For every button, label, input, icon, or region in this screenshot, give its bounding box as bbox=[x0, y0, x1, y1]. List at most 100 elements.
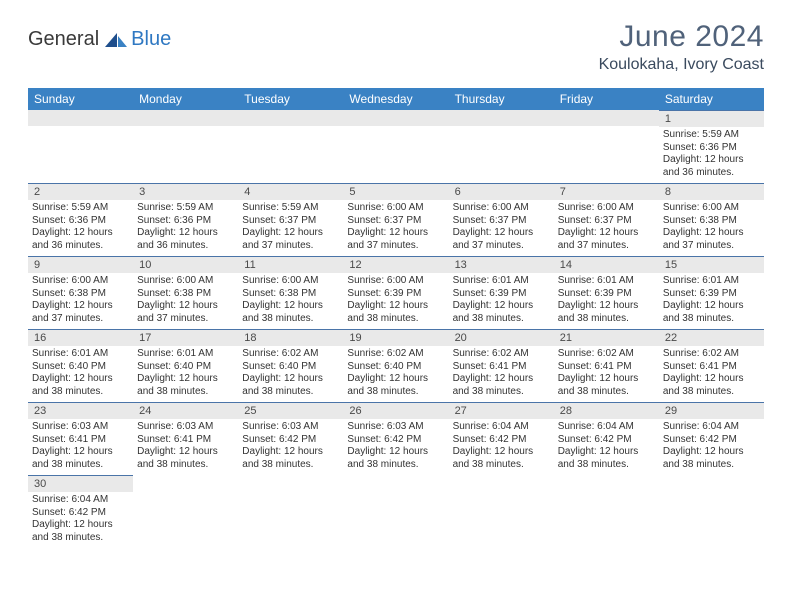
day-details: Sunrise: 6:02 AMSunset: 6:41 PMDaylight:… bbox=[554, 346, 659, 402]
day-number: 11 bbox=[238, 256, 343, 273]
day-details: Sunrise: 6:02 AMSunset: 6:40 PMDaylight:… bbox=[238, 346, 343, 402]
day-details: Sunrise: 6:01 AMSunset: 6:40 PMDaylight:… bbox=[28, 346, 133, 402]
day-details: Sunrise: 6:01 AMSunset: 6:39 PMDaylight:… bbox=[449, 273, 554, 329]
day-details: Sunrise: 6:00 AMSunset: 6:37 PMDaylight:… bbox=[449, 200, 554, 256]
logo-text-a: General bbox=[28, 28, 99, 51]
calendar-day-cell: 30Sunrise: 6:04 AMSunset: 6:42 PMDayligh… bbox=[28, 475, 133, 548]
calendar-week-row: 23Sunrise: 6:03 AMSunset: 6:41 PMDayligh… bbox=[28, 402, 764, 475]
calendar-day-cell: 12Sunrise: 6:00 AMSunset: 6:39 PMDayligh… bbox=[343, 256, 448, 329]
day-number: 12 bbox=[343, 256, 448, 273]
calendar-day-cell: 21Sunrise: 6:02 AMSunset: 6:41 PMDayligh… bbox=[554, 329, 659, 402]
calendar-day-cell bbox=[554, 475, 659, 548]
calendar-day-cell: 19Sunrise: 6:02 AMSunset: 6:40 PMDayligh… bbox=[343, 329, 448, 402]
calendar-day-cell: 18Sunrise: 6:02 AMSunset: 6:40 PMDayligh… bbox=[238, 329, 343, 402]
day-number: 4 bbox=[238, 183, 343, 200]
calendar-day-cell: 11Sunrise: 6:00 AMSunset: 6:38 PMDayligh… bbox=[238, 256, 343, 329]
calendar-day-cell: 8Sunrise: 6:00 AMSunset: 6:38 PMDaylight… bbox=[659, 183, 764, 256]
calendar-day-cell bbox=[554, 110, 659, 183]
calendar-day-cell bbox=[133, 475, 238, 548]
calendar-day-cell: 13Sunrise: 6:01 AMSunset: 6:39 PMDayligh… bbox=[449, 256, 554, 329]
calendar-week-row: 30Sunrise: 6:04 AMSunset: 6:42 PMDayligh… bbox=[28, 475, 764, 548]
day-details: Sunrise: 6:00 AMSunset: 6:38 PMDaylight:… bbox=[238, 273, 343, 329]
calendar-day-cell bbox=[343, 475, 448, 548]
day-details: Sunrise: 6:03 AMSunset: 6:42 PMDaylight:… bbox=[238, 419, 343, 475]
day-details: Sunrise: 6:01 AMSunset: 6:39 PMDaylight:… bbox=[659, 273, 764, 329]
day-number: 1 bbox=[659, 110, 764, 127]
day-number: 28 bbox=[554, 402, 659, 419]
calendar-day-cell bbox=[133, 110, 238, 183]
day-details: Sunrise: 6:02 AMSunset: 6:41 PMDaylight:… bbox=[449, 346, 554, 402]
day-details: Sunrise: 6:02 AMSunset: 6:41 PMDaylight:… bbox=[659, 346, 764, 402]
calendar-day-cell: 3Sunrise: 5:59 AMSunset: 6:36 PMDaylight… bbox=[133, 183, 238, 256]
calendar-week-row: 9Sunrise: 6:00 AMSunset: 6:38 PMDaylight… bbox=[28, 256, 764, 329]
calendar-day-cell: 16Sunrise: 6:01 AMSunset: 6:40 PMDayligh… bbox=[28, 329, 133, 402]
day-details: Sunrise: 6:04 AMSunset: 6:42 PMDaylight:… bbox=[659, 419, 764, 475]
day-number: 2 bbox=[28, 183, 133, 200]
day-details: Sunrise: 6:04 AMSunset: 6:42 PMDaylight:… bbox=[449, 419, 554, 475]
calendar-day-cell: 25Sunrise: 6:03 AMSunset: 6:42 PMDayligh… bbox=[238, 402, 343, 475]
day-number: 27 bbox=[449, 402, 554, 419]
weekday-header-row: Sunday Monday Tuesday Wednesday Thursday… bbox=[28, 88, 764, 110]
calendar-day-cell: 22Sunrise: 6:02 AMSunset: 6:41 PMDayligh… bbox=[659, 329, 764, 402]
day-number: 18 bbox=[238, 329, 343, 346]
calendar-day-cell: 23Sunrise: 6:03 AMSunset: 6:41 PMDayligh… bbox=[28, 402, 133, 475]
weekday-header: Monday bbox=[133, 88, 238, 110]
calendar-week-row: 16Sunrise: 6:01 AMSunset: 6:40 PMDayligh… bbox=[28, 329, 764, 402]
weekday-header: Saturday bbox=[659, 88, 764, 110]
day-number: 8 bbox=[659, 183, 764, 200]
day-number: 30 bbox=[28, 475, 133, 492]
day-number: 3 bbox=[133, 183, 238, 200]
day-number: 24 bbox=[133, 402, 238, 419]
calendar-day-cell: 1Sunrise: 5:59 AMSunset: 6:36 PMDaylight… bbox=[659, 110, 764, 183]
calendar-day-cell: 20Sunrise: 6:02 AMSunset: 6:41 PMDayligh… bbox=[449, 329, 554, 402]
location-subtitle: Koulokaha, Ivory Coast bbox=[599, 56, 764, 74]
calendar-body: 1 Sunrise: 5:59 AMSunset: 6:36 PMDaylight… bbox=[28, 110, 764, 548]
calendar-day-cell: 2Sunrise: 5:59 AMSunset: 6:36 PMDaylight… bbox=[28, 183, 133, 256]
calendar-day-cell bbox=[449, 475, 554, 548]
weekday-header: Sunday bbox=[28, 88, 133, 110]
calendar-day-cell bbox=[238, 110, 343, 183]
day-details: Sunrise: 6:01 AMSunset: 6:39 PMDaylight:… bbox=[554, 273, 659, 329]
calendar-table: Sunday Monday Tuesday Wednesday Thursday… bbox=[28, 88, 764, 548]
day-number: 17 bbox=[133, 329, 238, 346]
logo: General Blue bbox=[28, 28, 171, 51]
day-details: Sunrise: 5:59 AMSunset: 6:37 PMDaylight:… bbox=[238, 200, 343, 256]
logo-sail-icon bbox=[103, 31, 129, 49]
calendar-day-cell bbox=[343, 110, 448, 183]
page-title: June 2024 bbox=[599, 20, 764, 54]
weekday-header: Friday bbox=[554, 88, 659, 110]
day-details: Sunrise: 5:59 AMSunset: 6:36 PMDaylight:… bbox=[133, 200, 238, 256]
day-number: 23 bbox=[28, 402, 133, 419]
day-number: 14 bbox=[554, 256, 659, 273]
logo-text-b: Blue bbox=[131, 28, 171, 51]
day-details: Sunrise: 6:00 AMSunset: 6:38 PMDaylight:… bbox=[659, 200, 764, 256]
weekday-header: Wednesday bbox=[343, 88, 448, 110]
day-number: 15 bbox=[659, 256, 764, 273]
weekday-header: Tuesday bbox=[238, 88, 343, 110]
day-details: Sunrise: 6:03 AMSunset: 6:41 PMDaylight:… bbox=[133, 419, 238, 475]
calendar-day-cell: 9Sunrise: 6:00 AMSunset: 6:38 PMDaylight… bbox=[28, 256, 133, 329]
day-number: 19 bbox=[343, 329, 448, 346]
calendar-day-cell: 14Sunrise: 6:01 AMSunset: 6:39 PMDayligh… bbox=[554, 256, 659, 329]
day-details: Sunrise: 6:00 AMSunset: 6:38 PMDaylight:… bbox=[133, 273, 238, 329]
day-number: 26 bbox=[343, 402, 448, 419]
day-number: 5 bbox=[343, 183, 448, 200]
day-number: 6 bbox=[449, 183, 554, 200]
calendar-day-cell: 24Sunrise: 6:03 AMSunset: 6:41 PMDayligh… bbox=[133, 402, 238, 475]
calendar-day-cell: 17Sunrise: 6:01 AMSunset: 6:40 PMDayligh… bbox=[133, 329, 238, 402]
calendar-week-row: 2Sunrise: 5:59 AMSunset: 6:36 PMDaylight… bbox=[28, 183, 764, 256]
day-number: 9 bbox=[28, 256, 133, 273]
day-number: 29 bbox=[659, 402, 764, 419]
day-number: 22 bbox=[659, 329, 764, 346]
calendar-day-cell: 26Sunrise: 6:03 AMSunset: 6:42 PMDayligh… bbox=[343, 402, 448, 475]
calendar-day-cell: 4Sunrise: 5:59 AMSunset: 6:37 PMDaylight… bbox=[238, 183, 343, 256]
day-details: Sunrise: 6:00 AMSunset: 6:38 PMDaylight:… bbox=[28, 273, 133, 329]
calendar-page: General Blue June 2024 Koulokaha, Ivory … bbox=[0, 0, 792, 568]
day-details: Sunrise: 6:03 AMSunset: 6:41 PMDaylight:… bbox=[28, 419, 133, 475]
calendar-day-cell bbox=[28, 110, 133, 183]
weekday-header: Thursday bbox=[449, 88, 554, 110]
day-details: Sunrise: 6:00 AMSunset: 6:37 PMDaylight:… bbox=[343, 200, 448, 256]
day-details: Sunrise: 6:00 AMSunset: 6:37 PMDaylight:… bbox=[554, 200, 659, 256]
calendar-day-cell: 10Sunrise: 6:00 AMSunset: 6:38 PMDayligh… bbox=[133, 256, 238, 329]
calendar-day-cell bbox=[659, 475, 764, 548]
